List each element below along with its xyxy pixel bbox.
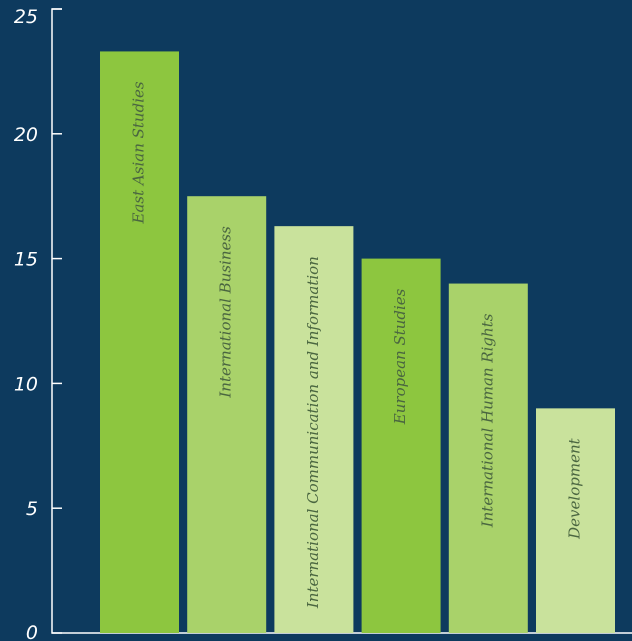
bar-category-label: European Studies (391, 288, 409, 425)
bar-category-label: Development (566, 437, 584, 539)
bar (361, 258, 441, 633)
y-tick-label: 5 (26, 498, 38, 520)
bar (274, 226, 354, 634)
y-tick-label: 25 (14, 6, 38, 28)
bar-category-label: East Asian Studies (130, 81, 148, 224)
bar-category-label: International Communication and Informat… (304, 256, 322, 609)
bar-category-label: International Human Rights (478, 313, 496, 528)
y-tick-label: 20 (14, 124, 38, 146)
bar (536, 408, 615, 633)
bar (187, 196, 267, 633)
bar-labels: East Asian Studies International Business… (130, 81, 584, 609)
bar-category-label: International Business (217, 226, 235, 399)
bar (100, 51, 179, 633)
bar (448, 283, 528, 633)
y-tick-label: 0 (26, 622, 38, 641)
y-tick-label: 10 (14, 373, 38, 395)
y-tick-label: 15 (14, 249, 38, 271)
bars (100, 51, 615, 634)
